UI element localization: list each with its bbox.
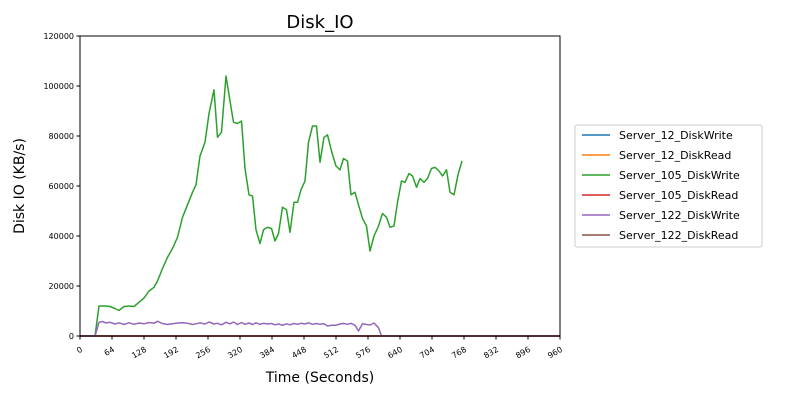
chart-title: Disk_IO [286,12,353,33]
x-tick-label: 0 [75,345,84,355]
legend-frame [574,124,763,248]
y-tick-label: 120000 [43,32,74,41]
x-tick-label: 64 [103,345,116,358]
legend: Server_12_DiskWrite Server_12_DiskRead Ser… [574,124,763,248]
x-tick-label: 256 [194,345,212,360]
x-tick-label: 832 [482,345,500,360]
x-tick-label: 768 [450,345,468,360]
x-axis-title: Time (Seconds) [265,370,374,386]
x-tick-label: 448 [290,345,308,360]
y-tick-label: 100000 [43,82,74,91]
y-tick-label: 40000 [49,232,74,241]
y-tick-label: 80000 [49,132,74,141]
series-line-server-105-diskwrite [80,75,463,337]
legend-label-server-122-diskread: Server_122_DiskRead [619,229,738,242]
x-tick-label: 896 [514,345,532,360]
legend-label-server-122-diskwrite: Server_122_DiskWrite [619,209,740,222]
x-axis: 0 64 128 192 256 320 384 448 512 576 640 704 768 832 8… [75,336,564,360]
y-tick-label: 20000 [49,282,74,291]
y-axis-title: Disk IO (KB/s) [12,138,28,234]
legend-label-server-105-diskwrite: Server_105_DiskWrite [619,169,740,182]
x-tick-label: 960 [546,345,564,360]
legend-label-server-105-diskread: Server_105_DiskRead [619,189,738,202]
legend-label-server-12-diskwrite: Server_12_DiskWrite [619,129,733,142]
y-axis: 0 20000 40000 60000 80000 100000 120000 [43,32,80,341]
x-tick-label: 512 [322,345,340,360]
y-tick-label: 60000 [49,182,74,191]
x-tick-label: 320 [226,345,244,360]
x-tick-label: 704 [418,345,436,360]
series-line-server-122-diskwrite [80,320,560,337]
plot-area [80,36,560,336]
legend-label-server-12-diskread: Server_12_DiskRead [619,149,731,162]
x-tick-label: 192 [162,345,180,360]
x-tick-label: 128 [130,345,148,360]
x-tick-label: 576 [354,345,372,360]
y-tick-label: 0 [69,332,74,341]
x-tick-label: 384 [258,345,276,360]
x-tick-label: 640 [386,345,404,360]
